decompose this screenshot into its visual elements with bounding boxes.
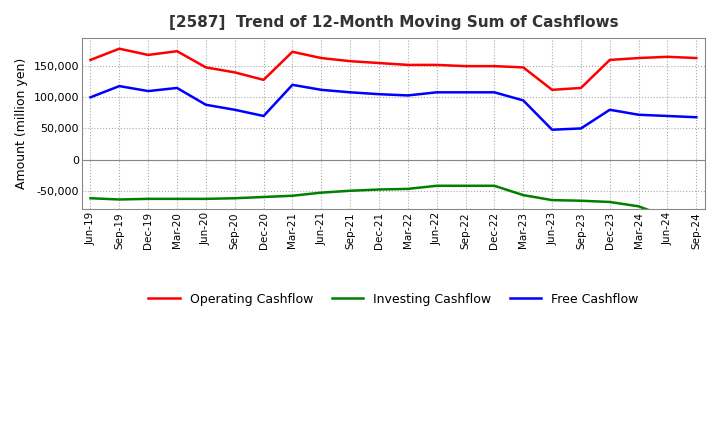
Line: Investing Cashflow: Investing Cashflow	[91, 186, 696, 225]
Operating Cashflow	[606, 57, 614, 62]
Free Cashflow	[462, 90, 470, 95]
Title: [2587]  Trend of 12-Month Moving Sum of Cashflows: [2587] Trend of 12-Month Moving Sum of C…	[168, 15, 618, 30]
Operating Cashflow	[202, 65, 210, 70]
Investing Cashflow	[259, 194, 268, 200]
Legend: Operating Cashflow, Investing Cashflow, Free Cashflow: Operating Cashflow, Investing Cashflow, …	[143, 288, 644, 311]
Investing Cashflow	[346, 188, 354, 194]
Operating Cashflow	[462, 63, 470, 69]
Operating Cashflow	[86, 57, 95, 62]
Investing Cashflow	[692, 222, 701, 227]
Investing Cashflow	[288, 193, 297, 198]
Operating Cashflow	[403, 62, 412, 68]
Free Cashflow	[259, 114, 268, 119]
Free Cashflow	[288, 82, 297, 88]
Operating Cashflow	[346, 59, 354, 64]
Free Cashflow	[230, 107, 239, 112]
Y-axis label: Amount (million yen): Amount (million yen)	[15, 58, 28, 189]
Investing Cashflow	[462, 183, 470, 188]
Investing Cashflow	[606, 199, 614, 205]
Investing Cashflow	[317, 190, 325, 195]
Operating Cashflow	[634, 55, 643, 61]
Operating Cashflow	[144, 52, 153, 58]
Operating Cashflow	[490, 63, 499, 69]
Investing Cashflow	[86, 196, 95, 201]
Operating Cashflow	[259, 77, 268, 82]
Free Cashflow	[374, 92, 383, 97]
Free Cashflow	[86, 95, 95, 100]
Line: Operating Cashflow: Operating Cashflow	[91, 49, 696, 90]
Investing Cashflow	[374, 187, 383, 192]
Investing Cashflow	[173, 196, 181, 202]
Operating Cashflow	[519, 65, 528, 70]
Investing Cashflow	[519, 192, 528, 198]
Operating Cashflow	[548, 87, 557, 92]
Free Cashflow	[115, 84, 124, 89]
Investing Cashflow	[663, 214, 672, 220]
Free Cashflow	[433, 90, 441, 95]
Free Cashflow	[202, 102, 210, 107]
Operating Cashflow	[173, 48, 181, 54]
Investing Cashflow	[403, 186, 412, 191]
Free Cashflow	[634, 112, 643, 117]
Operating Cashflow	[374, 60, 383, 66]
Operating Cashflow	[230, 70, 239, 75]
Free Cashflow	[346, 90, 354, 95]
Free Cashflow	[577, 126, 585, 131]
Operating Cashflow	[288, 49, 297, 55]
Operating Cashflow	[433, 62, 441, 68]
Investing Cashflow	[230, 196, 239, 201]
Investing Cashflow	[634, 204, 643, 209]
Investing Cashflow	[144, 196, 153, 202]
Investing Cashflow	[202, 196, 210, 202]
Free Cashflow	[317, 87, 325, 92]
Investing Cashflow	[490, 183, 499, 188]
Investing Cashflow	[433, 183, 441, 188]
Free Cashflow	[490, 90, 499, 95]
Free Cashflow	[173, 85, 181, 91]
Free Cashflow	[663, 114, 672, 119]
Operating Cashflow	[692, 55, 701, 61]
Line: Free Cashflow: Free Cashflow	[91, 85, 696, 130]
Operating Cashflow	[115, 46, 124, 51]
Operating Cashflow	[317, 55, 325, 61]
Operating Cashflow	[663, 54, 672, 59]
Investing Cashflow	[548, 198, 557, 203]
Free Cashflow	[606, 107, 614, 112]
Operating Cashflow	[577, 85, 585, 91]
Free Cashflow	[519, 98, 528, 103]
Free Cashflow	[403, 93, 412, 98]
Free Cashflow	[692, 114, 701, 120]
Free Cashflow	[144, 88, 153, 94]
Free Cashflow	[548, 127, 557, 132]
Investing Cashflow	[577, 198, 585, 203]
Investing Cashflow	[115, 197, 124, 202]
